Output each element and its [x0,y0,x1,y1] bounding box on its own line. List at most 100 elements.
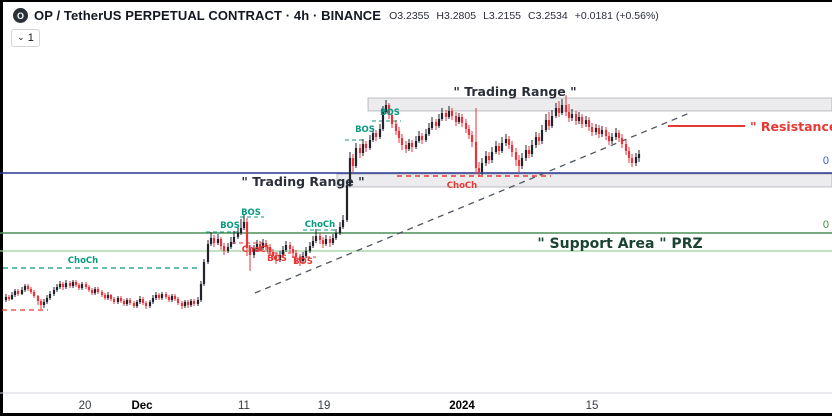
candle-body [264,243,268,247]
candle-body [407,143,411,149]
trading-range-mid-label: " Trading Range " [241,174,364,189]
structure-label-bos: BOS [220,221,240,231]
candle-body [387,105,391,115]
structure-label-bos: BOS [380,108,400,118]
candle-body [274,256,278,260]
candle-body [39,301,43,305]
candle-body [354,148,358,166]
candle-count-button[interactable]: ⌄ 1 [11,29,40,47]
candle-body [58,284,62,287]
candle-body [100,292,104,295]
candle-body [173,296,177,299]
candle-body [364,144,368,148]
time-axis-label-19[interactable]: 19 [318,400,331,412]
candle-body [534,137,538,145]
structure-label-choch: ChoCh [68,256,98,266]
candle-body [4,297,8,300]
candle-body [464,123,468,129]
candle-body [384,105,388,112]
time-axis-label-dec[interactable]: Dec [131,400,153,412]
candle-body [71,282,75,286]
ohlc-values: O3.2355 H3.2805 L3.2155 C3.2534 +0.0181 … [389,10,659,22]
candle-body [348,158,352,185]
candle-body [318,236,322,240]
structure-label-bos: BOS [267,254,287,264]
ascending-trendline[interactable] [254,111,693,294]
candle-body [135,302,139,306]
candle-body [490,152,494,160]
candle-body [520,158,524,166]
candle-body [52,290,56,294]
time-axis-label-2024[interactable]: 2024 [449,400,475,412]
candle-body [125,300,129,304]
time-axis-label-20[interactable]: 20 [79,400,92,412]
candle-body [103,295,107,298]
candle-body [341,220,345,227]
candle-body [590,127,594,132]
candle-body [527,150,531,154]
candle-body [80,284,84,288]
candle-body [45,298,49,302]
candle-body [530,145,534,154]
candle-body [148,302,152,306]
candle-body [278,255,282,260]
candle-body [378,129,382,137]
trading-range-mid-zone [336,173,832,188]
candle-body [268,247,272,252]
candle-body [597,128,601,134]
logo-letter: O [16,10,24,21]
candle-body [10,295,14,299]
candle-body [570,114,574,118]
candle-body [394,124,398,131]
candle-body [90,290,94,293]
candle-body [430,122,434,128]
candle-body [284,245,288,250]
candle-body [467,129,471,135]
candle-body [298,257,302,261]
candle-body [560,105,564,113]
candle-body [510,145,514,152]
structure-label-choch: ChoCh [305,220,335,230]
candle-body [437,119,441,126]
candle-body [294,253,298,257]
candle-body [514,152,518,160]
candle-body [324,239,328,244]
candle-body [504,139,508,143]
symbol-title[interactable]: OP / TetherUS PERPETUAL CONTRACT · 4h · … [34,8,382,23]
candle-body [29,289,33,292]
candle-body [16,291,20,294]
candle-body [151,298,155,302]
candle-body [96,289,100,292]
candle-body [358,148,362,153]
candle-body [236,233,240,237]
candle-body [222,246,226,251]
candle-body [226,247,230,251]
candle-body [176,299,180,303]
time-axis-label-15[interactable]: 15 [586,400,599,412]
candle-body [271,252,275,256]
candle-body [580,117,584,124]
candle-body [132,303,136,306]
candle-body [167,297,171,300]
candle-body [261,243,265,248]
time-axis-label-11[interactable]: 11 [238,400,250,412]
candle-body [170,296,174,300]
candle-body [537,137,541,141]
candle-body [427,128,431,134]
candle-body [550,116,554,126]
candle-body [567,112,571,118]
structure-label-bos: BOS [241,208,261,218]
candle-body [42,302,46,305]
structure-label-choch: ChoCh [242,245,272,255]
candle-body [554,108,558,116]
candle-body [119,298,123,301]
structure-label-bos: BOS [355,125,375,135]
candle-body [477,168,481,172]
candle-body [291,249,295,253]
candle-body [55,287,59,290]
candle-body [620,138,624,144]
candle-body [122,301,126,304]
candle-body [424,134,428,140]
